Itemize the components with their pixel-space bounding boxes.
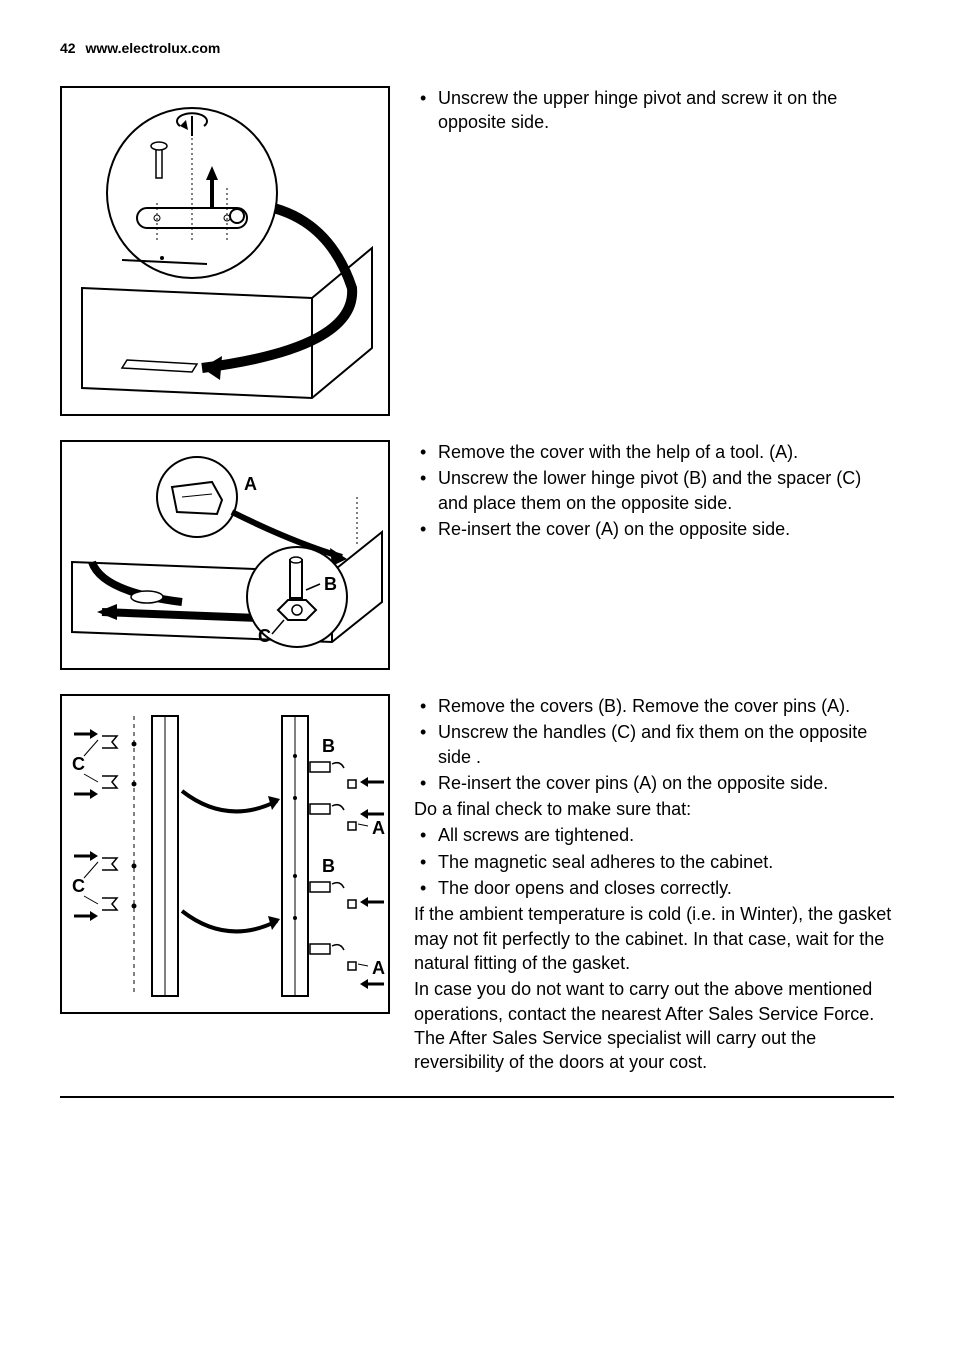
section-1: Unscrew the upper hinge pivot and screw … (60, 86, 894, 420)
section-3: C C (60, 694, 894, 1076)
list-item: All screws are tightened. (414, 823, 894, 847)
diagram-label-B: B (322, 736, 335, 756)
list-item: Re-insert the cover (A) on the opposite … (414, 517, 894, 541)
diagram-col-2: A B C (60, 440, 390, 674)
diagram-label-C: C (72, 754, 85, 774)
diagram-handles: C C (60, 694, 390, 1014)
section-2: A B C Remove the cover with the help o (60, 440, 894, 674)
text-col-2: Remove the cover with the help of a tool… (414, 440, 894, 674)
list-item: Unscrew the lower hinge pivot (B) and th… (414, 466, 894, 515)
list-item: The door opens and closes correctly. (414, 876, 894, 900)
diagram-label-A: A (372, 818, 385, 838)
bullet-list-3: Remove the covers (B). Remove the cover … (414, 694, 894, 795)
diagram-col-1 (60, 86, 390, 420)
list-item: Unscrew the upper hinge pivot and screw … (414, 86, 894, 135)
diagram-upper-hinge (60, 86, 390, 416)
header-url: www.electrolux.com (85, 40, 220, 56)
page-number: 42 (60, 40, 76, 56)
diagram-label-C: C (258, 626, 271, 646)
gasket-note: If the ambient temperature is cold (i.e.… (414, 902, 894, 975)
list-item: Unscrew the handles (C) and fix them on … (414, 720, 894, 769)
diagram-label-A: A (244, 474, 257, 494)
list-item: Re-insert the cover pins (A) on the oppo… (414, 771, 894, 795)
diagram-lower-hinge: A B C (60, 440, 390, 670)
list-item: The magnetic seal adheres to the cabinet… (414, 850, 894, 874)
left-handle-group: C C (72, 729, 137, 921)
section-divider (60, 1096, 894, 1098)
text-col-3: Remove the covers (B). Remove the cover … (414, 694, 894, 1076)
text-col-1: Unscrew the upper hinge pivot and screw … (414, 86, 894, 420)
diagram-col-3: C C (60, 694, 390, 1076)
diagram-label-B: B (322, 856, 335, 876)
diagram-label-B: B (324, 574, 337, 594)
diagram-label-C: C (72, 876, 85, 896)
final-check-intro: Do a final check to make sure that: (414, 797, 894, 821)
bullet-list-2: Remove the cover with the help of a tool… (414, 440, 894, 541)
page-header: 42 www.electrolux.com (60, 40, 894, 56)
diagram-label-A: A (372, 958, 385, 978)
bullet-list-1: Unscrew the upper hinge pivot and screw … (414, 86, 894, 135)
service-note: In case you do not want to carry out the… (414, 977, 894, 1074)
check-list: All screws are tightened. The magnetic s… (414, 823, 894, 900)
list-item: Remove the covers (B). Remove the cover … (414, 694, 894, 718)
list-item: Remove the cover with the help of a tool… (414, 440, 894, 464)
